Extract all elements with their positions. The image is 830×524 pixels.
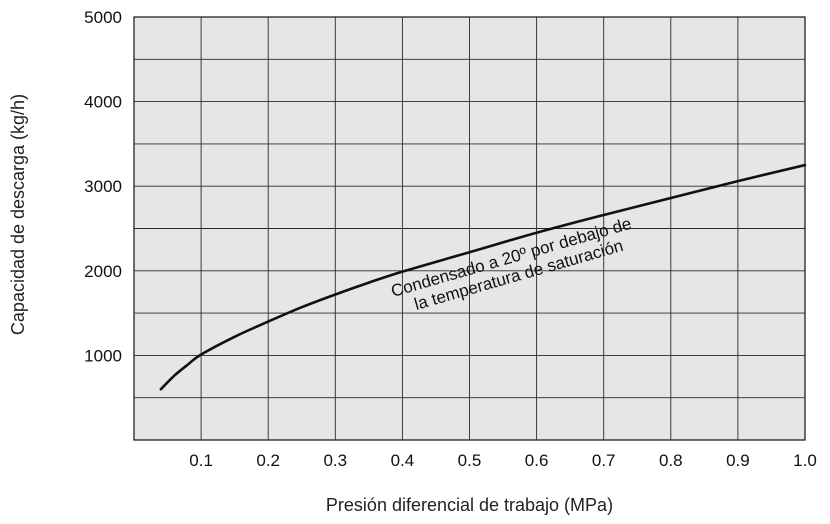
- x-axis-title: Presión diferencial de trabajo (MPa): [326, 495, 613, 515]
- y-tick-label: 1000: [84, 346, 122, 365]
- x-tick-label: 0.9: [726, 451, 750, 470]
- x-tick-label: 0.5: [458, 451, 482, 470]
- x-tick-label: 0.6: [525, 451, 549, 470]
- x-tick-label: 0.8: [659, 451, 683, 470]
- y-tick-label: 4000: [84, 93, 122, 112]
- y-tick-label: 3000: [84, 177, 122, 196]
- y-axis-title: Capacidad de descarga (kg/h): [8, 94, 28, 335]
- x-tick-label: 0.2: [256, 451, 280, 470]
- y-tick-label: 2000: [84, 262, 122, 281]
- x-tick-label: 0.4: [391, 451, 415, 470]
- x-tick-label: 0.7: [592, 451, 616, 470]
- y-tick-labels: 1000 2000 3000 4000 5000: [84, 8, 122, 365]
- grid: [134, 17, 805, 440]
- y-tick-label: 5000: [84, 8, 122, 27]
- x-tick-label: 0.3: [323, 451, 347, 470]
- series-line: [159, 163, 807, 391]
- x-tick-labels: 0.1 0.2 0.3 0.4 0.5 0.6 0.7 0.8 0.9 1.0: [189, 451, 817, 470]
- x-tick-label: 0.1: [189, 451, 213, 470]
- x-tick-label: 1.0: [793, 451, 817, 470]
